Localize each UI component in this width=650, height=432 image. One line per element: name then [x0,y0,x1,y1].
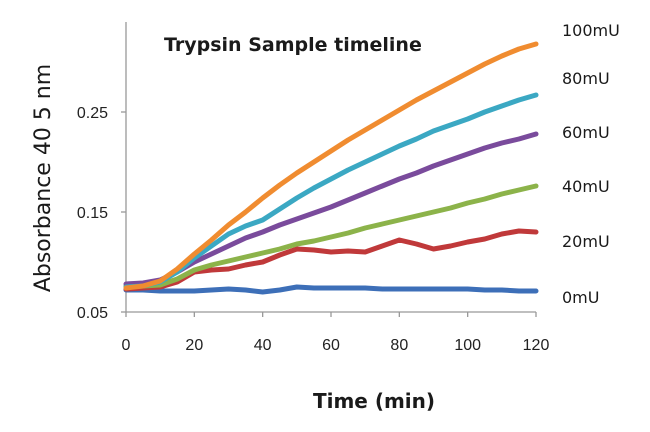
x-tick-label: 120 [523,337,550,354]
x-tick-label: 0 [122,337,131,354]
x-tick-label: 80 [390,337,408,354]
series-line-40mU [123,183,539,289]
series-label-100mU: 100mU [562,21,620,40]
y-tick-label: 0.05 [77,305,108,322]
x-axis-label: Time (min) [313,389,435,413]
x-tick-label: 60 [322,337,340,354]
chart-title: Trypsin Sample timeline [164,34,422,56]
series-line-0mU [123,284,539,295]
y-tick-label: 0.25 [77,105,108,122]
series-line-60mU [123,131,539,287]
series-label-60mU: 60mU [562,123,610,142]
axes [121,22,537,317]
series-label-80mU: 80mU [562,69,610,88]
tick-labels: 0 20 40 60 80 100 120 0.05 0.15 0.25 [77,105,550,354]
series-lines [123,41,539,295]
x-tick-label: 40 [254,337,272,354]
x-tick-label: 100 [454,337,481,354]
y-axis-label: Absorbance 40 5 nm [31,64,56,292]
x-tick-label: 20 [185,337,203,354]
series-labels: 0mU 20mU 40mU 60mU 80mU 100mU [562,21,620,307]
series-label-20mU: 20mU [562,232,610,251]
series-line-80mU [123,92,539,290]
series-label-40mU: 40mU [562,177,610,196]
series-line-100mU [123,41,539,291]
series-label-0mU: 0mU [562,288,599,307]
y-tick-label: 0.15 [77,205,108,222]
